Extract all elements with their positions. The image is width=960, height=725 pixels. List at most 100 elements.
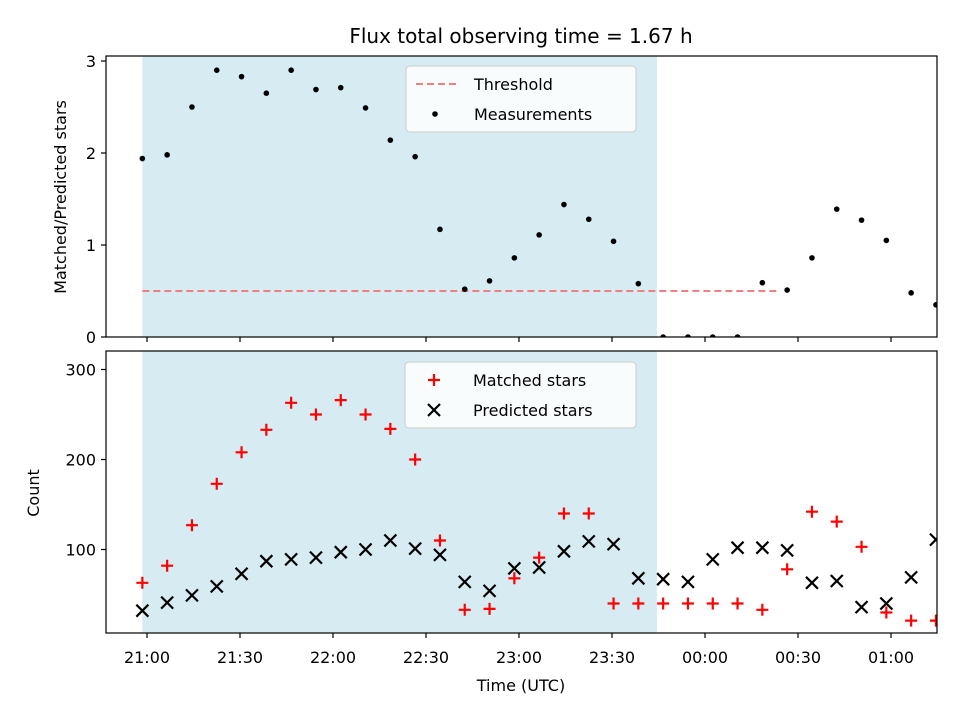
measurement-point: [337, 84, 344, 91]
measurement-point: [362, 105, 369, 111]
legend-label: Threshold: [473, 75, 553, 94]
predicted-stars-point: [755, 540, 770, 555]
predicted-stars-point: [284, 552, 298, 567]
bottom-y-axis-label: Count: [24, 469, 43, 517]
measurement-point: [536, 232, 542, 238]
matched-stars-point: [533, 551, 546, 564]
matched-stars-point: [607, 597, 620, 610]
predicted-stars-point: [160, 595, 174, 610]
chart-title: Flux total observing time = 1.67 h: [349, 24, 692, 48]
top-y-axis-label: Matched/Predicted stars: [51, 100, 70, 294]
measurement-point: [213, 67, 220, 73]
top-panel: 0 1 2 3 Threshold Measurements: [86, 52, 938, 347]
legend-measurements-swatch: [432, 111, 438, 117]
bottom-y-tick-label: 100: [65, 541, 96, 560]
top-y-tick-label: 3: [86, 52, 96, 71]
measurement-point: [139, 155, 146, 162]
bottom-y-tick-label: 300: [65, 361, 96, 380]
measurement-point: [387, 137, 394, 143]
predicted-stars-point: [705, 552, 720, 567]
matched-stars-point: [929, 614, 937, 627]
bottom-axes-frame: [105, 350, 938, 634]
top-y-tick-label: 0: [86, 328, 96, 347]
matched-stars-point: [136, 576, 149, 589]
matched-stars-point: [781, 563, 794, 576]
measurement-point: [635, 280, 642, 287]
top-y-tick-label: 1: [86, 236, 96, 255]
predicted-stars-point: [333, 545, 348, 559]
predicted-stars-point: [532, 560, 546, 575]
x-axis-label: Time (UTC): [476, 676, 565, 695]
predicted-stars-point: [259, 554, 274, 568]
predicted-stars-point: [681, 575, 695, 589]
predicted-stars-point: [557, 544, 571, 559]
bottom-data-layer: [135, 394, 937, 627]
measurement-point: [313, 86, 319, 93]
matched-stars-point: [359, 408, 372, 421]
matched-stars-point: [880, 606, 893, 619]
measurement-point: [263, 90, 270, 96]
predicted-stars-point: [904, 570, 918, 585]
bottom-panel: 100 200 300 21:00 21:30 22:00 22:30 23:00 23:30 0…: [65, 350, 938, 667]
matched-stars-point: [235, 446, 248, 459]
measurement-point: [784, 287, 790, 293]
matched-stars-point: [285, 396, 298, 409]
predicted-stars-point: [209, 579, 224, 594]
legend-predicted-swatch: [427, 403, 441, 417]
x-tick-label: 22:00: [310, 648, 356, 667]
matched-stars-point: [632, 597, 645, 610]
measurement-point: [908, 290, 914, 296]
measurement-point: [288, 67, 294, 73]
predicted-stars-point: [433, 548, 447, 562]
predicted-stars-point: [309, 550, 323, 565]
top-y-tick-label: 2: [86, 144, 96, 163]
legend-label: Measurements: [474, 105, 592, 124]
matched-stars-point: [830, 515, 843, 528]
predicted-stars-point: [829, 574, 844, 588]
predicted-stars-point: [135, 603, 150, 618]
matched-stars-point: [483, 602, 496, 615]
matched-stars-point: [334, 394, 347, 407]
matched-stars-point: [185, 519, 198, 532]
predicted-stars-point: [805, 576, 819, 590]
measurement-point: [189, 104, 195, 110]
matched-stars-point: [657, 597, 670, 610]
predicted-stars-point: [780, 543, 794, 558]
bottom-legend: Matched stars Predicted stars: [404, 361, 637, 429]
x-tick-label: 01:00: [868, 648, 914, 667]
matched-stars-point: [706, 597, 719, 610]
measurement-point: [685, 334, 691, 337]
measurement-point: [883, 237, 890, 244]
matched-stars-point: [756, 603, 769, 616]
measurement-point: [511, 255, 518, 261]
measurement-point: [833, 206, 840, 212]
predicted-stars-point: [482, 584, 497, 598]
legend-label: Predicted stars: [473, 401, 593, 420]
matched-stars-point: [384, 422, 397, 435]
predicted-stars-point: [507, 561, 522, 576]
predicted-stars-point: [234, 567, 249, 581]
matched-stars-point: [161, 559, 174, 572]
measurement-point: [437, 226, 443, 233]
x-tick-label: 00:00: [682, 648, 728, 667]
predicted-stars-point: [879, 596, 894, 611]
predicted-stars-point: [408, 541, 422, 556]
measurement-point: [709, 334, 716, 337]
matched-stars-point: [731, 597, 744, 610]
matched-stars-point: [433, 534, 446, 547]
x-tick-label: 21:30: [217, 648, 263, 667]
x-tick-label: 23:30: [589, 648, 635, 667]
matched-stars-point: [681, 597, 694, 610]
measurement-point: [412, 153, 418, 160]
measurement-point: [164, 152, 170, 158]
matched-stars-point: [508, 572, 521, 585]
predicted-stars-point: [358, 542, 373, 557]
x-tick-label: 23:00: [496, 648, 542, 667]
legend-matched-swatch: [428, 374, 440, 386]
measurement-point: [561, 201, 567, 208]
measurement-point: [610, 238, 617, 245]
predicted-stars-point: [606, 537, 621, 551]
matched-stars-point: [582, 507, 595, 520]
measurement-point: [486, 278, 493, 284]
